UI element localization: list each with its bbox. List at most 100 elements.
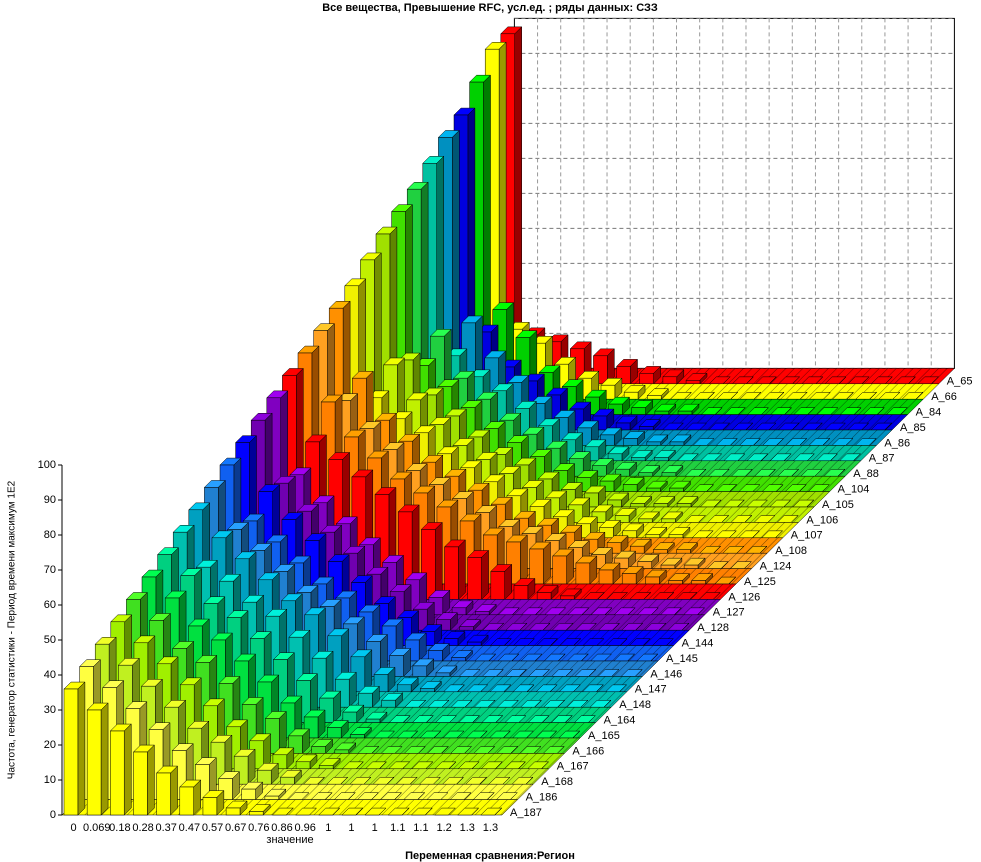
bar-side	[603, 700, 612, 708]
series-label: A_125	[744, 576, 776, 588]
series-label: A_128	[697, 622, 729, 634]
bar-side	[278, 710, 287, 754]
bar-side	[737, 453, 745, 461]
bar-side	[714, 453, 722, 461]
series-label: A_108	[775, 545, 807, 557]
bar-side	[666, 638, 674, 646]
bar-side	[378, 807, 387, 816]
series-label: A_106	[806, 514, 838, 526]
series-label: A_87	[869, 453, 895, 465]
bar-side	[541, 715, 550, 723]
bar-side	[729, 484, 737, 492]
bar-side	[790, 515, 799, 523]
bar-side	[744, 515, 753, 523]
bar-side	[730, 438, 738, 446]
bar-side	[744, 561, 752, 569]
bar-side	[869, 392, 877, 400]
bar-side	[504, 638, 512, 646]
bar-side	[807, 453, 815, 461]
bar	[474, 611, 490, 616]
series-label: A_144	[682, 638, 714, 650]
bar-side	[533, 746, 542, 754]
chart-title: Все вещества, Превышение RFC, усл.ед. ; …	[322, 2, 658, 14]
bar-side	[604, 607, 613, 615]
bar-side	[931, 376, 939, 384]
bar-side	[769, 376, 777, 384]
bar-side	[440, 792, 449, 800]
bar-side	[783, 453, 792, 461]
bar-side	[799, 392, 808, 400]
bar-side	[760, 453, 769, 461]
bar-side	[573, 684, 581, 692]
series-label: A_124	[760, 561, 792, 573]
bar	[645, 534, 660, 539]
bar-side	[550, 638, 558, 646]
bar-side	[768, 469, 776, 477]
x-tick-label: 0.47	[179, 822, 200, 834]
bar-side	[371, 746, 380, 754]
series-label: A_66	[931, 391, 957, 403]
bar-side	[434, 521, 443, 600]
bar-side	[487, 746, 495, 754]
bar	[459, 626, 474, 631]
bar-side	[730, 392, 738, 400]
bar	[630, 457, 646, 462]
bar-side	[100, 702, 109, 816]
bar-side	[520, 534, 528, 585]
series-label: A_85	[900, 422, 926, 434]
series-label: A_187	[510, 807, 542, 819]
bar-side	[458, 539, 466, 600]
bar-side	[401, 807, 410, 816]
bar-side	[627, 607, 636, 615]
bar	[156, 772, 171, 816]
bar-side	[746, 376, 754, 384]
bar-side	[737, 499, 745, 508]
x-tick-label: 0.57	[202, 822, 223, 834]
x-tick-label: 0.67	[225, 822, 246, 834]
bar-side	[410, 730, 418, 739]
bar-side	[526, 730, 534, 739]
bar-side	[441, 700, 450, 708]
bar	[683, 564, 699, 569]
bar-side	[792, 376, 800, 384]
bar	[327, 727, 342, 739]
bar-side	[868, 438, 877, 446]
bar-side	[402, 715, 411, 723]
bar-side	[689, 592, 698, 600]
bar	[668, 534, 684, 539]
bar-side	[503, 730, 511, 739]
bar	[646, 487, 661, 492]
bar-side	[612, 623, 620, 631]
bar-side	[518, 715, 527, 723]
bar-side	[783, 499, 791, 508]
bar-side	[611, 669, 620, 677]
bar-side	[549, 684, 558, 692]
bar	[490, 571, 505, 600]
bar-side	[676, 422, 684, 431]
bar-side	[471, 807, 479, 816]
bar	[110, 730, 125, 816]
bar	[638, 518, 653, 523]
bar-side	[534, 700, 542, 708]
bar-side	[596, 684, 604, 692]
bar-side	[892, 392, 900, 400]
plot-area: A_65 A_66 A_84 A_85 A_86 A_87 A_88 A_104 A_105 A_…	[38, 17, 973, 834]
bar-side	[123, 723, 132, 816]
bar-side	[837, 469, 846, 477]
series-label: A_166	[572, 745, 604, 757]
bar-side	[713, 499, 722, 508]
bar	[638, 472, 653, 477]
bar	[396, 684, 412, 693]
bar	[661, 518, 676, 523]
series-label: A_105	[822, 499, 854, 511]
series-label: A_86	[884, 437, 910, 449]
bar-side	[784, 407, 792, 415]
bar-side	[658, 623, 666, 631]
bar-side	[799, 484, 807, 492]
bar-side	[581, 653, 589, 662]
bar-side	[379, 761, 387, 769]
y-tick-label: 50	[44, 634, 56, 646]
bar	[645, 576, 660, 585]
bar-side	[596, 638, 605, 646]
bar-side	[496, 623, 504, 631]
